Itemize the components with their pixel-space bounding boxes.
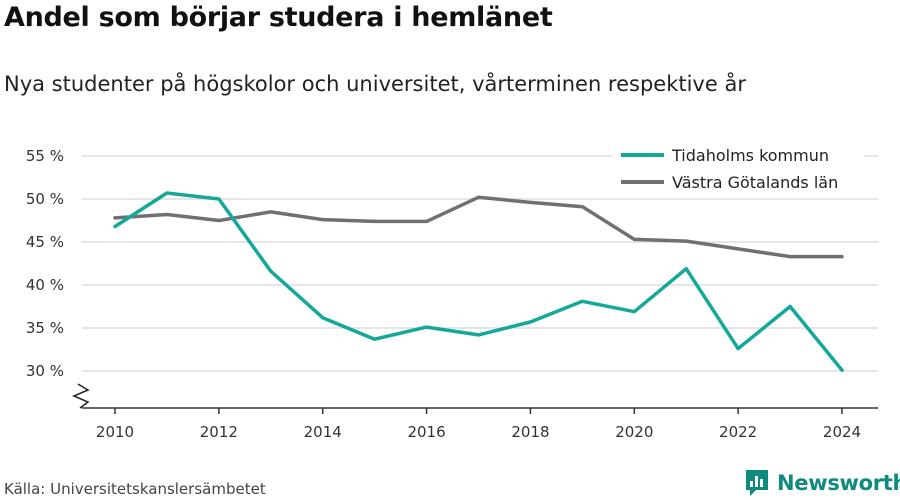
x-tick-label: 2024 [823,423,861,441]
y-tick-label: 40 % [26,276,64,294]
brand-logo: Newsworthy [744,468,900,498]
chart-title: Andel som börjar studera i hemlänet [4,2,553,33]
x-tick-label: 2012 [200,423,238,441]
legend-background [612,140,864,198]
chart-subtitle: Nya studenter på högskolor och universit… [4,72,746,96]
series-lines [113,191,844,372]
source-note: Källa: Universitetskanslersämbetet [4,480,266,498]
x-tick-label: 2018 [511,423,549,441]
bar-chart-logo-icon [746,470,768,496]
line-chart: 30 %35 %40 %45 %50 %55 % 2010 2012 2014 201… [25,140,878,441]
axes [72,383,878,409]
y-tick-label: 35 % [26,319,64,337]
series-line-tidaholm [113,191,844,372]
legend-label-vgr: Västra Götalands län [672,173,838,192]
x-tick-label: 2010 [96,423,134,441]
x-tick-labels: 2010 2012 2014 2016 2018 2020 2022 2024 [96,408,861,441]
y-tick-label: 55 % [26,147,64,165]
y-tick-label: 45 % [26,233,64,251]
legend: Tidaholms kommun Västra Götalands län [612,140,864,198]
x-tick-label: 2016 [407,423,445,441]
x-tick-label: 2022 [719,423,757,441]
x-tick-label: 2020 [615,423,653,441]
y-axis-break-icon [72,383,90,409]
x-tick-label: 2014 [304,423,342,441]
series-line-vgr [113,195,844,259]
y-tick-labels: 30 % 35 % 40 % 45 % 50 % 55 % [26,147,64,380]
legend-label-tidaholm: Tidaholms kommun [671,146,829,165]
y-tick-label: 50 % [26,190,64,208]
brand-name: Newsworthy [777,471,900,495]
y-tick-label: 30 % [26,362,64,380]
